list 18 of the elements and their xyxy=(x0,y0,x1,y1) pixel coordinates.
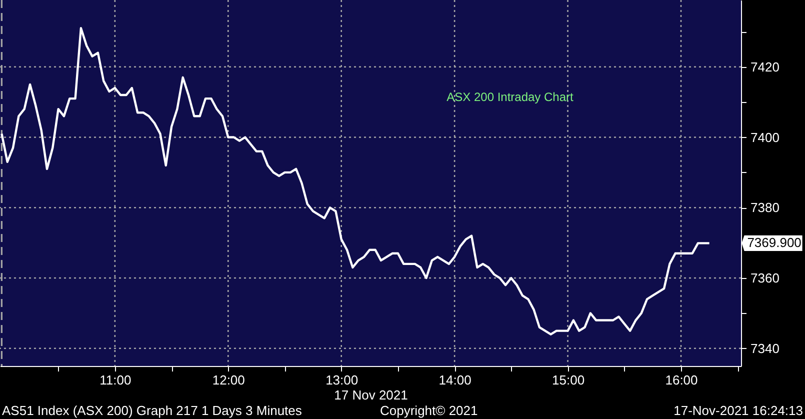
y-tick-label: 7420 xyxy=(750,59,780,74)
annotation: 7369.900 xyxy=(747,235,802,250)
x-tick-label: 16:00 xyxy=(665,372,698,388)
x-tick-label: 14:00 xyxy=(438,372,472,388)
text: 17-Nov-2021 16:24:13 xyxy=(674,403,803,418)
y-tick-label: 7360 xyxy=(750,270,780,286)
text: ASX 200 Intraday Chart xyxy=(446,90,574,104)
text: Copyright© 2021 xyxy=(380,403,478,418)
x-tick-label: 11:00 xyxy=(100,372,132,388)
x-tick-label: 12:00 xyxy=(212,372,245,388)
x-tick-label: 15:00 xyxy=(552,372,585,388)
line-series xyxy=(0,27,710,336)
x-tick-label: 13:00 xyxy=(326,372,358,388)
text: AS51 Index (ASX 200) Graph 217 1 Days 3 Minutes xyxy=(2,403,302,418)
y-tick-label: 7380 xyxy=(750,200,780,216)
x-axis-title: 17 Nov 2021 xyxy=(334,388,408,402)
y-tick-label: 7340 xyxy=(750,340,780,356)
y-tick-label: 7400 xyxy=(750,130,780,145)
